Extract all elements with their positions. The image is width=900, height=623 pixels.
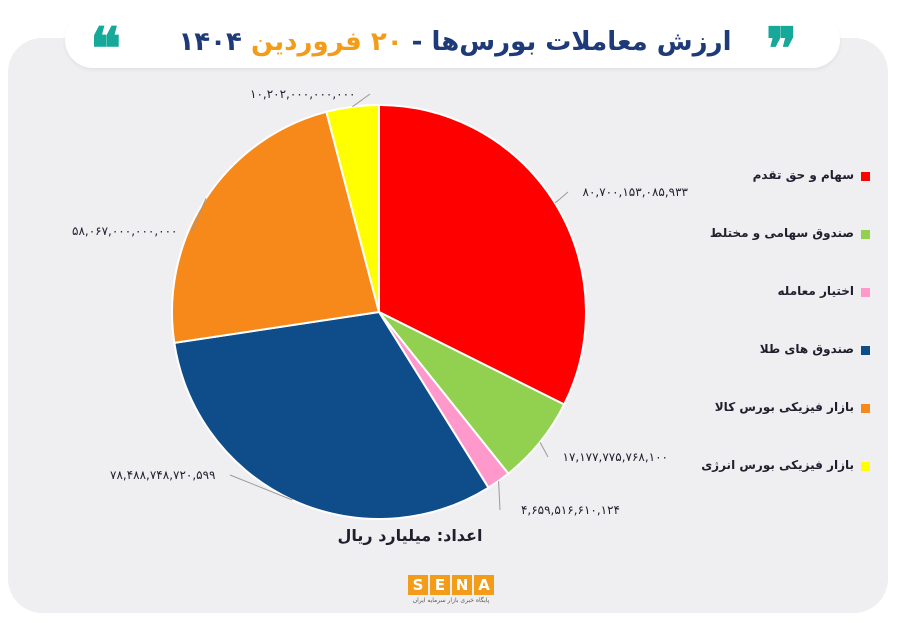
- leader-line: [191, 198, 207, 232]
- data-label: ۱۰,۲۰۲,۰۰۰,۰۰۰,۰۰۰: [250, 87, 356, 101]
- pie-slice: [325, 103, 380, 313]
- title-month: فروردین: [241, 27, 371, 57]
- logo-letter: N: [452, 575, 472, 595]
- legend-label: سهام و حق تقدم: [752, 168, 854, 182]
- legend-swatch: [861, 404, 870, 413]
- leader-line: [229, 474, 293, 501]
- legend-label: بازار فیزیکی بورس کالا: [714, 400, 854, 414]
- chart-title: ارزش معاملات بورس‌ها - ۲۰ فروردین ۱۴۰۴: [150, 22, 760, 62]
- legend-swatch: [861, 172, 870, 181]
- data-label: ۵۸,۰۶۷,۰۰۰,۰۰۰,۰۰۰: [72, 224, 178, 238]
- data-label: ۸۰,۷۰۰,۱۵۳,۰۸۵,۹۳۳: [583, 185, 689, 199]
- title-year: ۱۴۰۴: [178, 27, 242, 57]
- data-label: ۱۷,۱۷۷,۷۷۵,۷۶۸,۱۰۰: [563, 450, 669, 464]
- data-label: ۷۸,۴۸۸,۷۴۸,۷۲۰,۵۹۹: [110, 468, 216, 482]
- legend-swatch: [861, 288, 870, 297]
- logo-letter: A: [474, 575, 494, 595]
- legend-label: اختیار معامله: [777, 284, 854, 298]
- logo-letter: S: [408, 575, 428, 595]
- legend-item: صندوق سهامی و مختلط: [690, 226, 870, 284]
- pie-slice: [171, 110, 381, 345]
- legend-item: بازار فیزیکی بورس انرژی: [690, 458, 870, 516]
- leader-line: [498, 480, 501, 511]
- title-main: ارزش معاملات بورس‌ها -: [402, 27, 732, 57]
- leader-line: [539, 441, 549, 458]
- legend-item: بازار فیزیکی بورس کالا: [690, 400, 870, 458]
- title-pill: [65, 12, 840, 68]
- leader-line: [554, 191, 569, 204]
- legend: سهام و حق تقدم صندوق سهامی و مختلط اختیار …: [690, 168, 870, 516]
- data-label: ۴,۶۵۹,۵۱۶,۶۱۰,۱۲۴: [521, 503, 620, 517]
- legend-item: سهام و حق تقدم: [690, 168, 870, 226]
- legend-swatch: [861, 346, 870, 355]
- legend-label: صندوق های طلا: [759, 342, 854, 356]
- title-day: ۲۰: [370, 27, 403, 57]
- pie-slice: [173, 310, 490, 520]
- legend-label: بازار فیزیکی بورس انرژی: [701, 458, 854, 472]
- legend-item: اختیار معامله: [690, 284, 870, 342]
- quote-open-icon: ❝: [90, 15, 122, 83]
- leader-line: [352, 93, 371, 108]
- quote-close-icon: ❞: [766, 15, 798, 83]
- logo-subtitle: پایگاه خبری بازار سرمایه ایران: [412, 597, 490, 604]
- logo-letter: E: [430, 575, 450, 595]
- pie-slice: [378, 103, 587, 406]
- legend-swatch: [861, 462, 870, 471]
- legend-item: صندوق های طلا: [690, 342, 870, 400]
- unit-note: اعداد: میلیارد ریال: [337, 526, 483, 545]
- legend-label: صندوق سهامی و مختلط: [709, 226, 854, 240]
- legend-swatch: [861, 230, 870, 239]
